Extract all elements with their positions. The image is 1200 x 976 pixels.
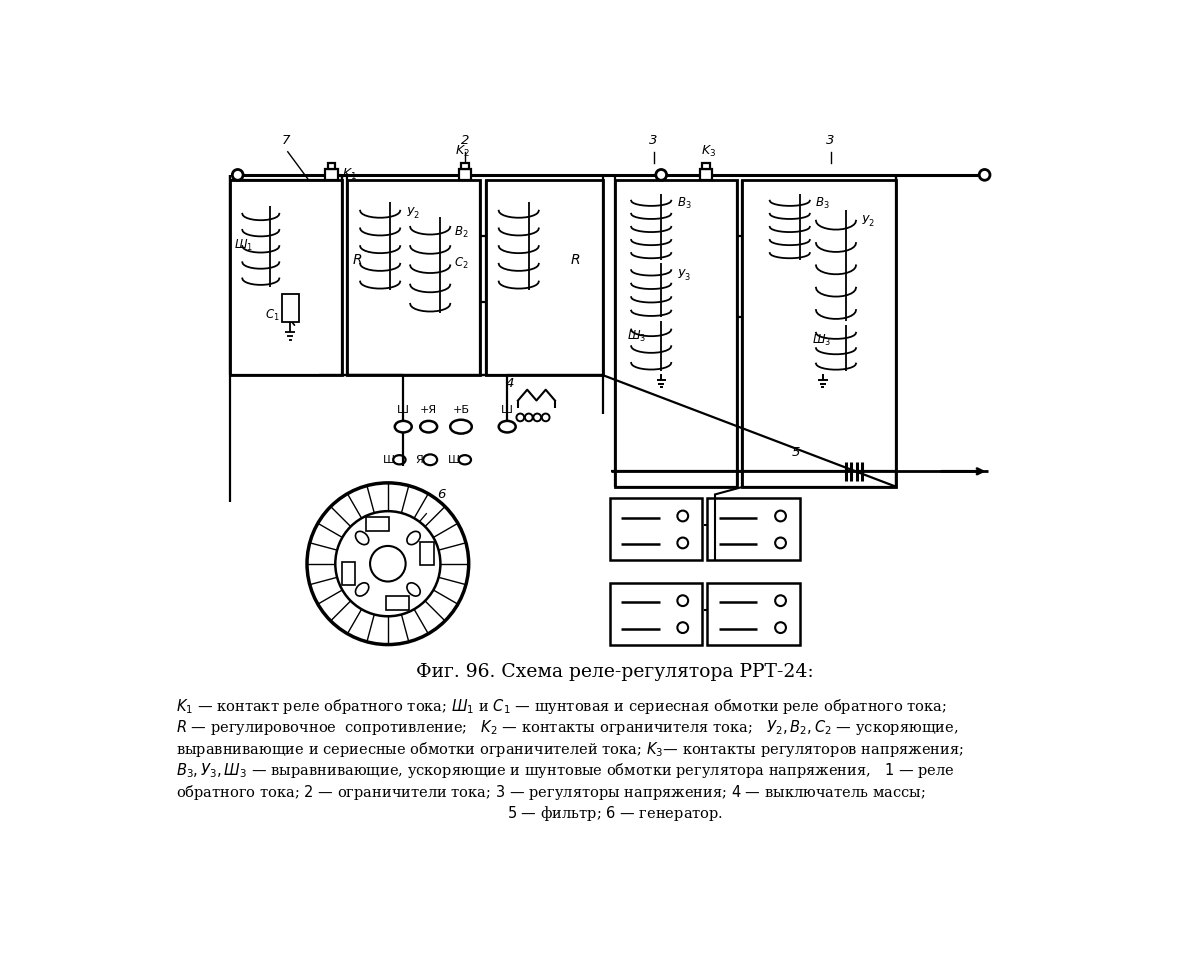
Polygon shape bbox=[366, 517, 389, 531]
Circle shape bbox=[233, 170, 244, 181]
Circle shape bbox=[677, 623, 688, 633]
Polygon shape bbox=[420, 542, 434, 565]
Bar bbox=[461, 163, 469, 170]
Text: +Б: +Б bbox=[452, 405, 469, 415]
Circle shape bbox=[979, 170, 990, 181]
Text: $R$: $R$ bbox=[570, 253, 580, 266]
Text: 2: 2 bbox=[461, 134, 469, 147]
Text: $У_2$: $У_2$ bbox=[406, 206, 419, 221]
Circle shape bbox=[677, 595, 688, 606]
Text: $B_2$: $B_2$ bbox=[454, 225, 468, 240]
Text: обратного тока; $2$ — ограничители тока; $3$ — регуляторы напряжения; $4$ — выкл: обратного тока; $2$ — ограничители тока;… bbox=[176, 783, 926, 802]
Text: $Ш_3$: $Ш_3$ bbox=[626, 329, 646, 345]
Text: 7: 7 bbox=[282, 134, 290, 147]
Bar bbox=[616, 181, 737, 487]
Text: $K_3$: $K_3$ bbox=[701, 143, 715, 159]
Bar bbox=[230, 181, 342, 375]
Bar bbox=[486, 181, 602, 375]
Text: $K_2$: $K_2$ bbox=[455, 143, 470, 159]
Text: $C_1$: $C_1$ bbox=[264, 308, 280, 323]
Circle shape bbox=[656, 170, 666, 181]
Text: 6: 6 bbox=[438, 488, 446, 502]
Text: +Я: +Я bbox=[420, 405, 437, 415]
Text: 3: 3 bbox=[827, 134, 835, 147]
Bar bbox=[347, 181, 480, 375]
Text: Ш: Ш bbox=[397, 405, 409, 415]
Text: $B_3, У_3, Ш_3$ — выравнивающие, ускоряющие и шунтовые обмотки регулятора напряж: $B_3, У_3, Ш_3$ — выравнивающие, ускоряю… bbox=[176, 761, 955, 781]
Circle shape bbox=[370, 546, 406, 582]
Text: $K_1$: $K_1$ bbox=[342, 167, 356, 183]
Text: Я: Я bbox=[415, 455, 424, 465]
Text: 4: 4 bbox=[506, 377, 515, 389]
Polygon shape bbox=[386, 596, 409, 610]
Bar bbox=[610, 583, 702, 644]
Text: $Ш_1$: $Ш_1$ bbox=[234, 238, 253, 253]
Bar bbox=[742, 181, 896, 487]
Text: 5: 5 bbox=[792, 446, 800, 459]
Circle shape bbox=[677, 538, 688, 549]
Polygon shape bbox=[342, 562, 355, 586]
Bar bbox=[707, 499, 799, 560]
Bar bbox=[328, 163, 336, 170]
Circle shape bbox=[775, 510, 786, 521]
Text: $R$: $R$ bbox=[352, 253, 362, 266]
Circle shape bbox=[775, 623, 786, 633]
Text: $B_3$: $B_3$ bbox=[815, 196, 829, 211]
Text: $5$ — фильтр; $6$ — генератор.: $5$ — фильтр; $6$ — генератор. bbox=[506, 804, 724, 824]
Text: $R$ — регулировочное  сопротивление;   $K_2$ — контакты ограничителя тока;   $У_: $R$ — регулировочное сопротивление; $K_2… bbox=[176, 718, 959, 737]
Text: Ш: Ш bbox=[448, 455, 460, 465]
Text: Фиг. 96. Схема реле-регулятора РРТ-24:: Фиг. 96. Схема реле-регулятора РРТ-24: bbox=[416, 663, 814, 680]
Bar bbox=[707, 583, 799, 644]
Circle shape bbox=[775, 595, 786, 606]
Bar bbox=[458, 170, 472, 181]
Text: Ш: Ш bbox=[383, 455, 395, 465]
Circle shape bbox=[775, 538, 786, 549]
Text: $У_2$: $У_2$ bbox=[862, 214, 875, 228]
Text: $Ш_3$: $Ш_3$ bbox=[811, 333, 830, 348]
Bar bbox=[702, 163, 709, 170]
Text: $K_1$ — контакт реле обратного тока; $Ш_1$ и $C_1$ — шунтовая и сериесная обмотк: $K_1$ — контакт реле обратного тока; $Ш_… bbox=[176, 697, 947, 715]
Text: $B_3$: $B_3$ bbox=[677, 196, 691, 211]
Bar bbox=[700, 170, 712, 181]
Bar bbox=[325, 170, 338, 181]
Text: $C_2$: $C_2$ bbox=[454, 256, 469, 271]
Text: Ш: Ш bbox=[502, 405, 514, 415]
Text: выравнивающие и сериесные обмотки ограничителей тока; $K_3$— контакты регуляторо: выравнивающие и сериесные обмотки ограни… bbox=[176, 740, 964, 758]
Circle shape bbox=[677, 510, 688, 521]
Text: $У_3$: $У_3$ bbox=[677, 267, 690, 282]
Bar bbox=[610, 499, 702, 560]
Text: 3: 3 bbox=[649, 134, 658, 147]
Bar bbox=[282, 294, 299, 322]
Circle shape bbox=[335, 511, 440, 616]
